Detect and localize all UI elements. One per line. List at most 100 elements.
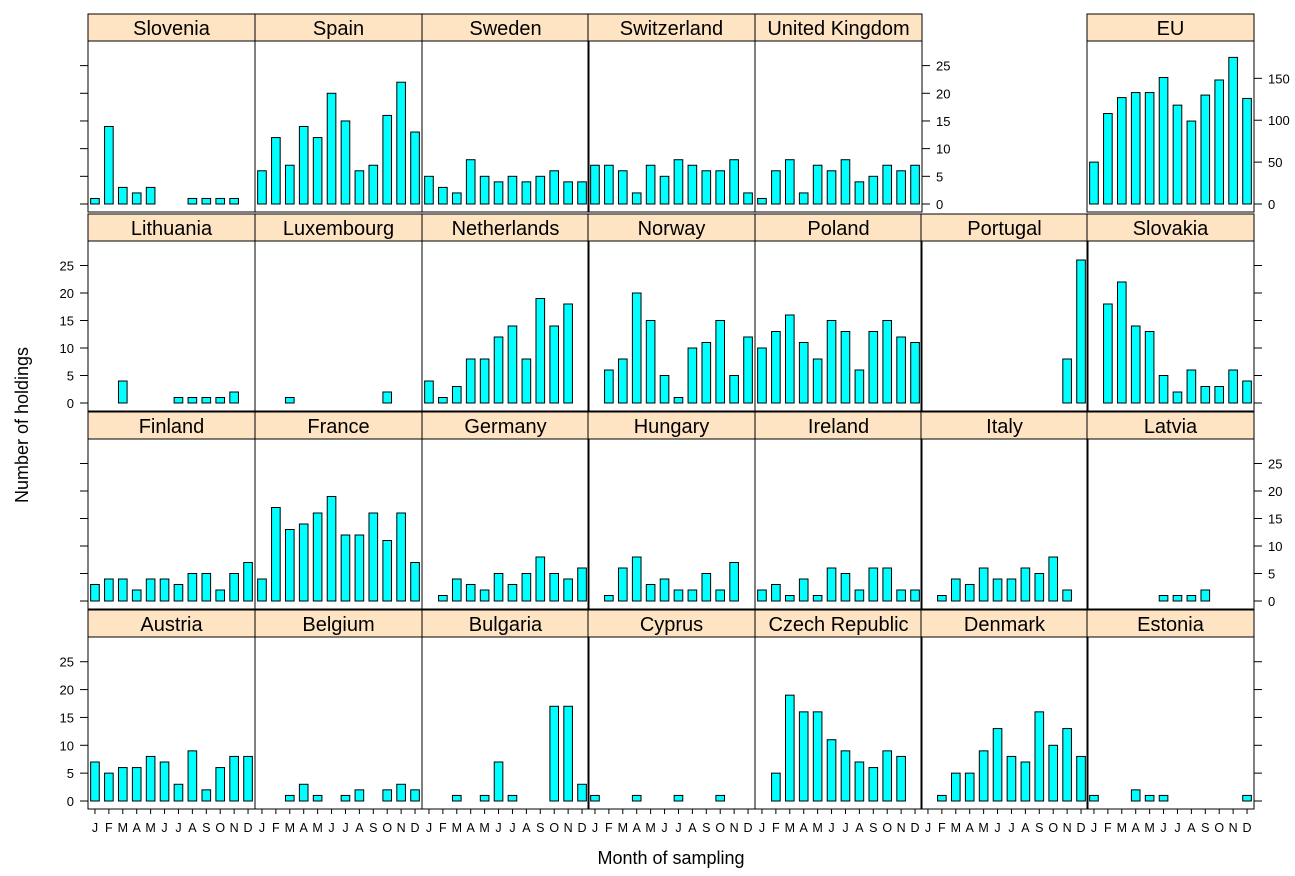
month-label-belgium-3: M [285, 821, 295, 835]
strip-label-eu: EU [1157, 18, 1185, 40]
month-label-denmark-2: F [938, 821, 946, 835]
bar-cyprus-7 [673, 794, 684, 802]
month-label-bulgaria-7: J [509, 821, 515, 835]
bar-norway-11 [729, 375, 739, 404]
bar-hungary-5 [645, 584, 656, 602]
bar-estonia-6 [1158, 794, 1169, 802]
bar-belgium-12 [410, 789, 420, 802]
bar-czech-republic-10 [882, 750, 893, 802]
bar-denmark-2 [937, 794, 947, 802]
month-label-austria-12: D [244, 821, 253, 835]
month-label-austria-1: J [92, 821, 98, 835]
bar-latvia-7 [1172, 595, 1183, 602]
bar-ireland-12 [910, 589, 920, 602]
plot-frame-czech-republic [754, 636, 923, 810]
bar-slovenia-4 [131, 192, 142, 205]
strip-label-italy: Italy [986, 416, 1023, 438]
bar-eu-4 [1130, 92, 1141, 205]
strip-label-ireland: Ireland [808, 416, 869, 438]
strip-label-lithuania: Lithuania [131, 218, 213, 240]
bar-switzerland-9 [701, 170, 712, 205]
month-label-belgium-6: J [328, 821, 334, 835]
y-tick-label-austria-0: 0 [67, 794, 74, 809]
bar-finland-1 [90, 584, 100, 602]
month-label-estonia-6: J [1160, 821, 1166, 835]
bar-luxembourg-3 [284, 397, 295, 404]
plot-frame-germany [421, 438, 590, 610]
bar-belgium-8 [354, 789, 365, 802]
y-tick-label-latvia-5: 5 [1268, 567, 1275, 582]
bar-switzerland-7 [673, 159, 684, 205]
bar-poland-3 [784, 314, 795, 404]
plot-frame-ireland [754, 438, 923, 610]
bar-france-5 [312, 512, 323, 602]
plot-frame-sweden [421, 40, 590, 213]
bar-hungary-9 [701, 573, 712, 602]
plot-frame-poland [754, 240, 923, 412]
strip-slovenia [87, 13, 256, 42]
strip-spain [254, 13, 423, 42]
y-tick-label-latvia-15: 15 [1268, 512, 1282, 527]
bar-austria-5 [145, 755, 156, 802]
bar-netherlands-2 [438, 397, 448, 404]
strip-label-netherlands: Netherlands [452, 218, 560, 240]
month-label-estonia-3: M [1117, 821, 1127, 835]
bar-germany-4 [465, 584, 476, 602]
bar-austria-8 [187, 750, 198, 802]
month-label-bulgaria-11: N [564, 821, 573, 835]
y-tick-label-eu-0: 0 [1268, 197, 1275, 212]
month-label-austria-2: F [105, 821, 113, 835]
bar-switzerland-10 [715, 170, 726, 205]
month-label-cyprus-1: J [592, 821, 598, 835]
bar-germany-12 [577, 567, 587, 602]
bar-slovakia-9 [1200, 386, 1211, 404]
bar-poland-8 [854, 369, 865, 404]
bar-finland-5 [145, 578, 156, 602]
bar-lithuania-9 [201, 397, 212, 404]
bar-czech-republic-5 [812, 711, 823, 802]
month-label-belgium-4: A [300, 821, 309, 835]
plot-frame-united-kingdom [754, 40, 923, 213]
bar-spain-12 [410, 131, 420, 205]
month-label-czech-republic-6: J [828, 821, 834, 835]
bar-slovakia-6 [1158, 375, 1169, 404]
bar-slovenia-8 [187, 197, 198, 205]
bar-finland-10 [215, 589, 226, 602]
month-label-austria-6: J [161, 821, 167, 835]
month-label-czech-republic-12: D [911, 821, 920, 835]
month-label-estonia-4: A [1132, 821, 1141, 835]
bar-finland-8 [187, 573, 198, 602]
bar-spain-4 [298, 126, 309, 205]
bar-switzerland-3 [617, 170, 628, 205]
strip-label-austria: Austria [140, 614, 203, 636]
bar-slovakia-3 [1116, 281, 1127, 404]
month-label-bulgaria-6: J [495, 821, 501, 835]
month-label-czech-republic-4: A [800, 821, 809, 835]
bar-spain-3 [284, 164, 295, 205]
panel-luxembourg: Luxembourg [254, 213, 423, 412]
y-tick-label-latvia-25: 25 [1268, 457, 1282, 472]
month-label-bulgaria-2: F [439, 821, 447, 835]
y-tick-label-austria-20: 20 [60, 683, 74, 698]
month-label-estonia-2: F [1104, 821, 1112, 835]
bar-denmark-6 [992, 728, 1003, 802]
bar-italy-9 [1034, 573, 1045, 602]
panel-poland: Poland [754, 213, 923, 412]
bar-eu-3 [1116, 97, 1127, 205]
bar-belgium-7 [340, 794, 351, 802]
bar-france-2 [271, 507, 281, 602]
strip-estonia [1086, 609, 1255, 638]
month-label-denmark-1: J [925, 821, 931, 835]
strip-label-portugal: Portugal [967, 218, 1042, 240]
month-label-estonia-9: S [1201, 821, 1209, 835]
strip-germany [421, 411, 590, 440]
strip-portugal [920, 213, 1089, 242]
bar-eu-6 [1158, 76, 1169, 205]
strip-label-luxembourg: Luxembourg [283, 218, 394, 240]
bar-united-kingdom-5 [812, 164, 823, 205]
bar-sweden-3 [451, 192, 462, 205]
month-label-austria-4: A [133, 821, 142, 835]
